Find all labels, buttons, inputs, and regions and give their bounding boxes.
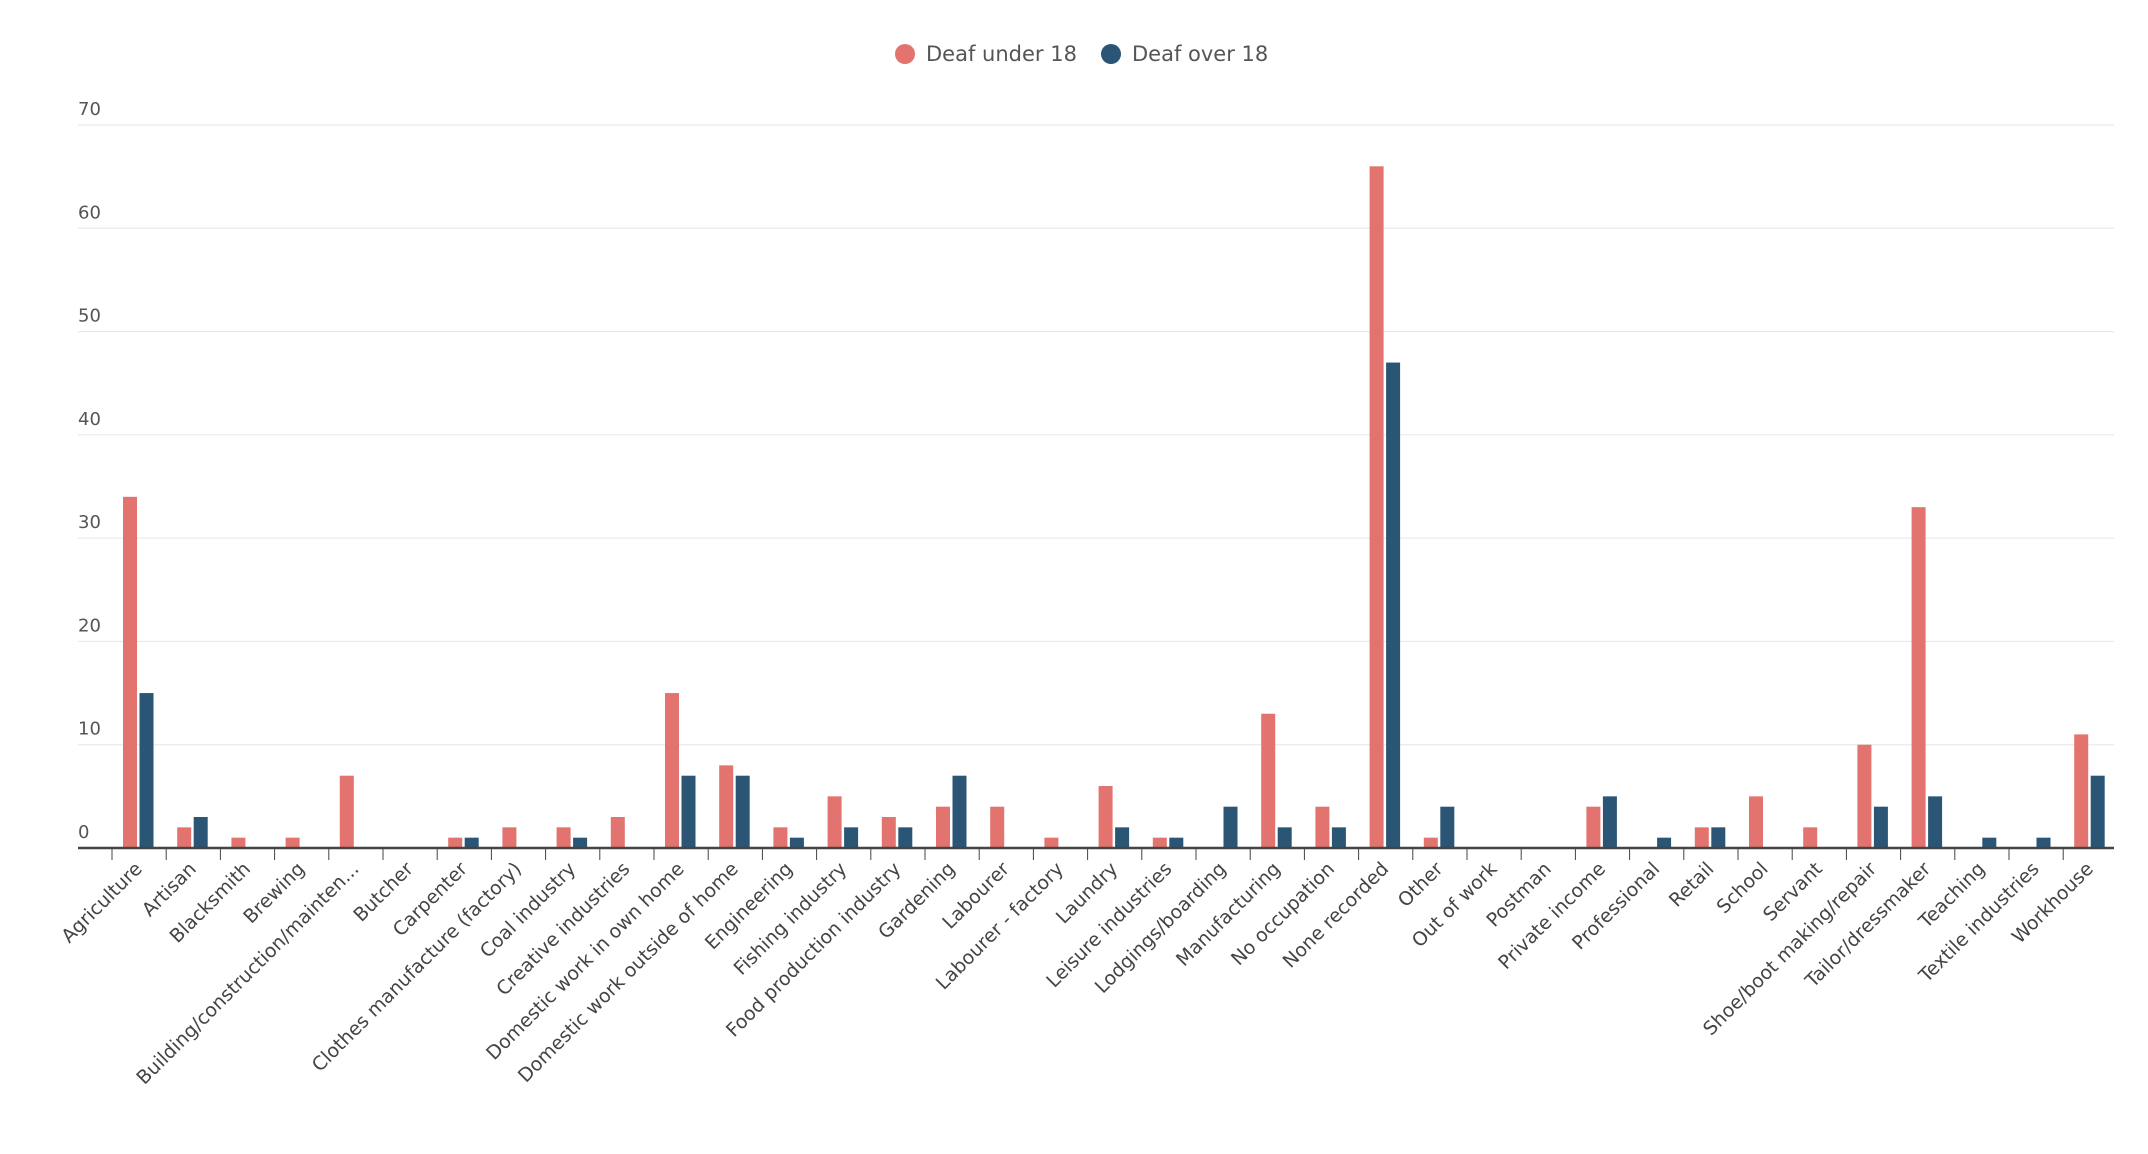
bar-over-18 <box>1115 827 1130 848</box>
x-axis: AgricultureArtisanBlacksmithBrewingBuild… <box>57 846 2114 1089</box>
bar-under-18 <box>1152 837 1167 848</box>
y-tick-label: 20 <box>78 615 101 636</box>
bar-under-18 <box>231 837 246 848</box>
bar-under-18 <box>448 837 463 848</box>
bar-over-18 <box>735 775 750 848</box>
bar-under-18 <box>773 827 788 848</box>
bar-over-18 <box>193 817 208 848</box>
bar-under-18 <box>1261 713 1276 848</box>
bar-under-18 <box>936 806 950 848</box>
bar-over-18 <box>898 827 913 848</box>
y-tick-label: 70 <box>78 99 101 120</box>
y-tick-label: 0 <box>78 822 89 843</box>
bar-under-18 <box>665 693 679 848</box>
legend-marker <box>895 44 915 64</box>
y-tick-label: 60 <box>78 202 101 223</box>
legend-label: Deaf over 18 <box>1132 42 1268 66</box>
x-tick-label: Agriculture <box>57 858 146 947</box>
bar-under-18 <box>1098 786 1113 848</box>
bar-over-18 <box>1386 362 1401 848</box>
bar-over-18 <box>1223 806 1238 848</box>
bar-over-18 <box>1277 827 1292 848</box>
bar-under-18 <box>2074 734 2089 848</box>
bar-under-18 <box>881 817 896 848</box>
bar-under-18 <box>1369 166 1384 849</box>
bar-under-18 <box>1803 827 1818 848</box>
bar-under-18 <box>502 827 517 848</box>
bar-under-18 <box>285 837 300 848</box>
bar-over-18 <box>1982 837 1997 848</box>
bar-over-18 <box>573 837 588 848</box>
bar-under-18 <box>719 765 734 848</box>
bar-over-18 <box>1440 806 1455 848</box>
legend-marker <box>1101 44 1121 64</box>
bar-over-18 <box>139 693 154 848</box>
bar-over-18 <box>1657 837 1672 848</box>
bar-under-18 <box>1044 837 1059 848</box>
bar-over-18 <box>2036 837 2051 848</box>
bar-over-18 <box>1873 806 1888 848</box>
bar-over-18 <box>844 827 859 848</box>
bar-under-18 <box>610 817 625 848</box>
bar-under-18 <box>177 827 192 848</box>
bar-under-18 <box>1911 507 1926 848</box>
bar-under-18 <box>1315 806 1330 848</box>
y-tick-label: 30 <box>78 512 101 533</box>
bar-over-18 <box>464 837 479 848</box>
x-tick-label: Retail <box>1665 858 1719 912</box>
bar-over-18 <box>789 837 804 848</box>
bar-over-18 <box>952 775 967 848</box>
bar-under-18 <box>1694 827 1709 848</box>
gridlines: 0 10 20 30 40 50 60 70 <box>78 99 2114 843</box>
bar-under-18 <box>556 827 571 848</box>
x-tick-label: Coal industry <box>476 858 580 962</box>
legend: Deaf under 18 Deaf over 18 <box>895 42 1268 66</box>
bar-under-18 <box>1586 806 1601 848</box>
bar-under-18 <box>1857 744 1872 848</box>
bar-under-18 <box>1749 796 1763 848</box>
y-tick-label: 40 <box>78 409 101 430</box>
bar-under-18 <box>339 775 354 848</box>
bars <box>123 166 2105 849</box>
legend-label: Deaf under 18 <box>926 42 1077 66</box>
bar-under-18 <box>123 496 137 848</box>
bar-over-18 <box>2090 775 2105 848</box>
bar-over-18 <box>1711 827 1726 848</box>
bar-over-18 <box>1928 796 1943 848</box>
bar-over-18 <box>1331 827 1346 848</box>
bar-over-18 <box>681 775 696 848</box>
bar-under-18 <box>1423 837 1438 848</box>
y-tick-label: 50 <box>78 306 101 327</box>
y-tick-label: 10 <box>78 719 101 740</box>
bar-under-18 <box>827 796 842 848</box>
bar-under-18 <box>990 806 1005 848</box>
bar-over-18 <box>1602 796 1617 848</box>
x-tick-label: Domestic work in own home <box>482 858 689 1065</box>
bar-over-18 <box>1169 837 1184 848</box>
